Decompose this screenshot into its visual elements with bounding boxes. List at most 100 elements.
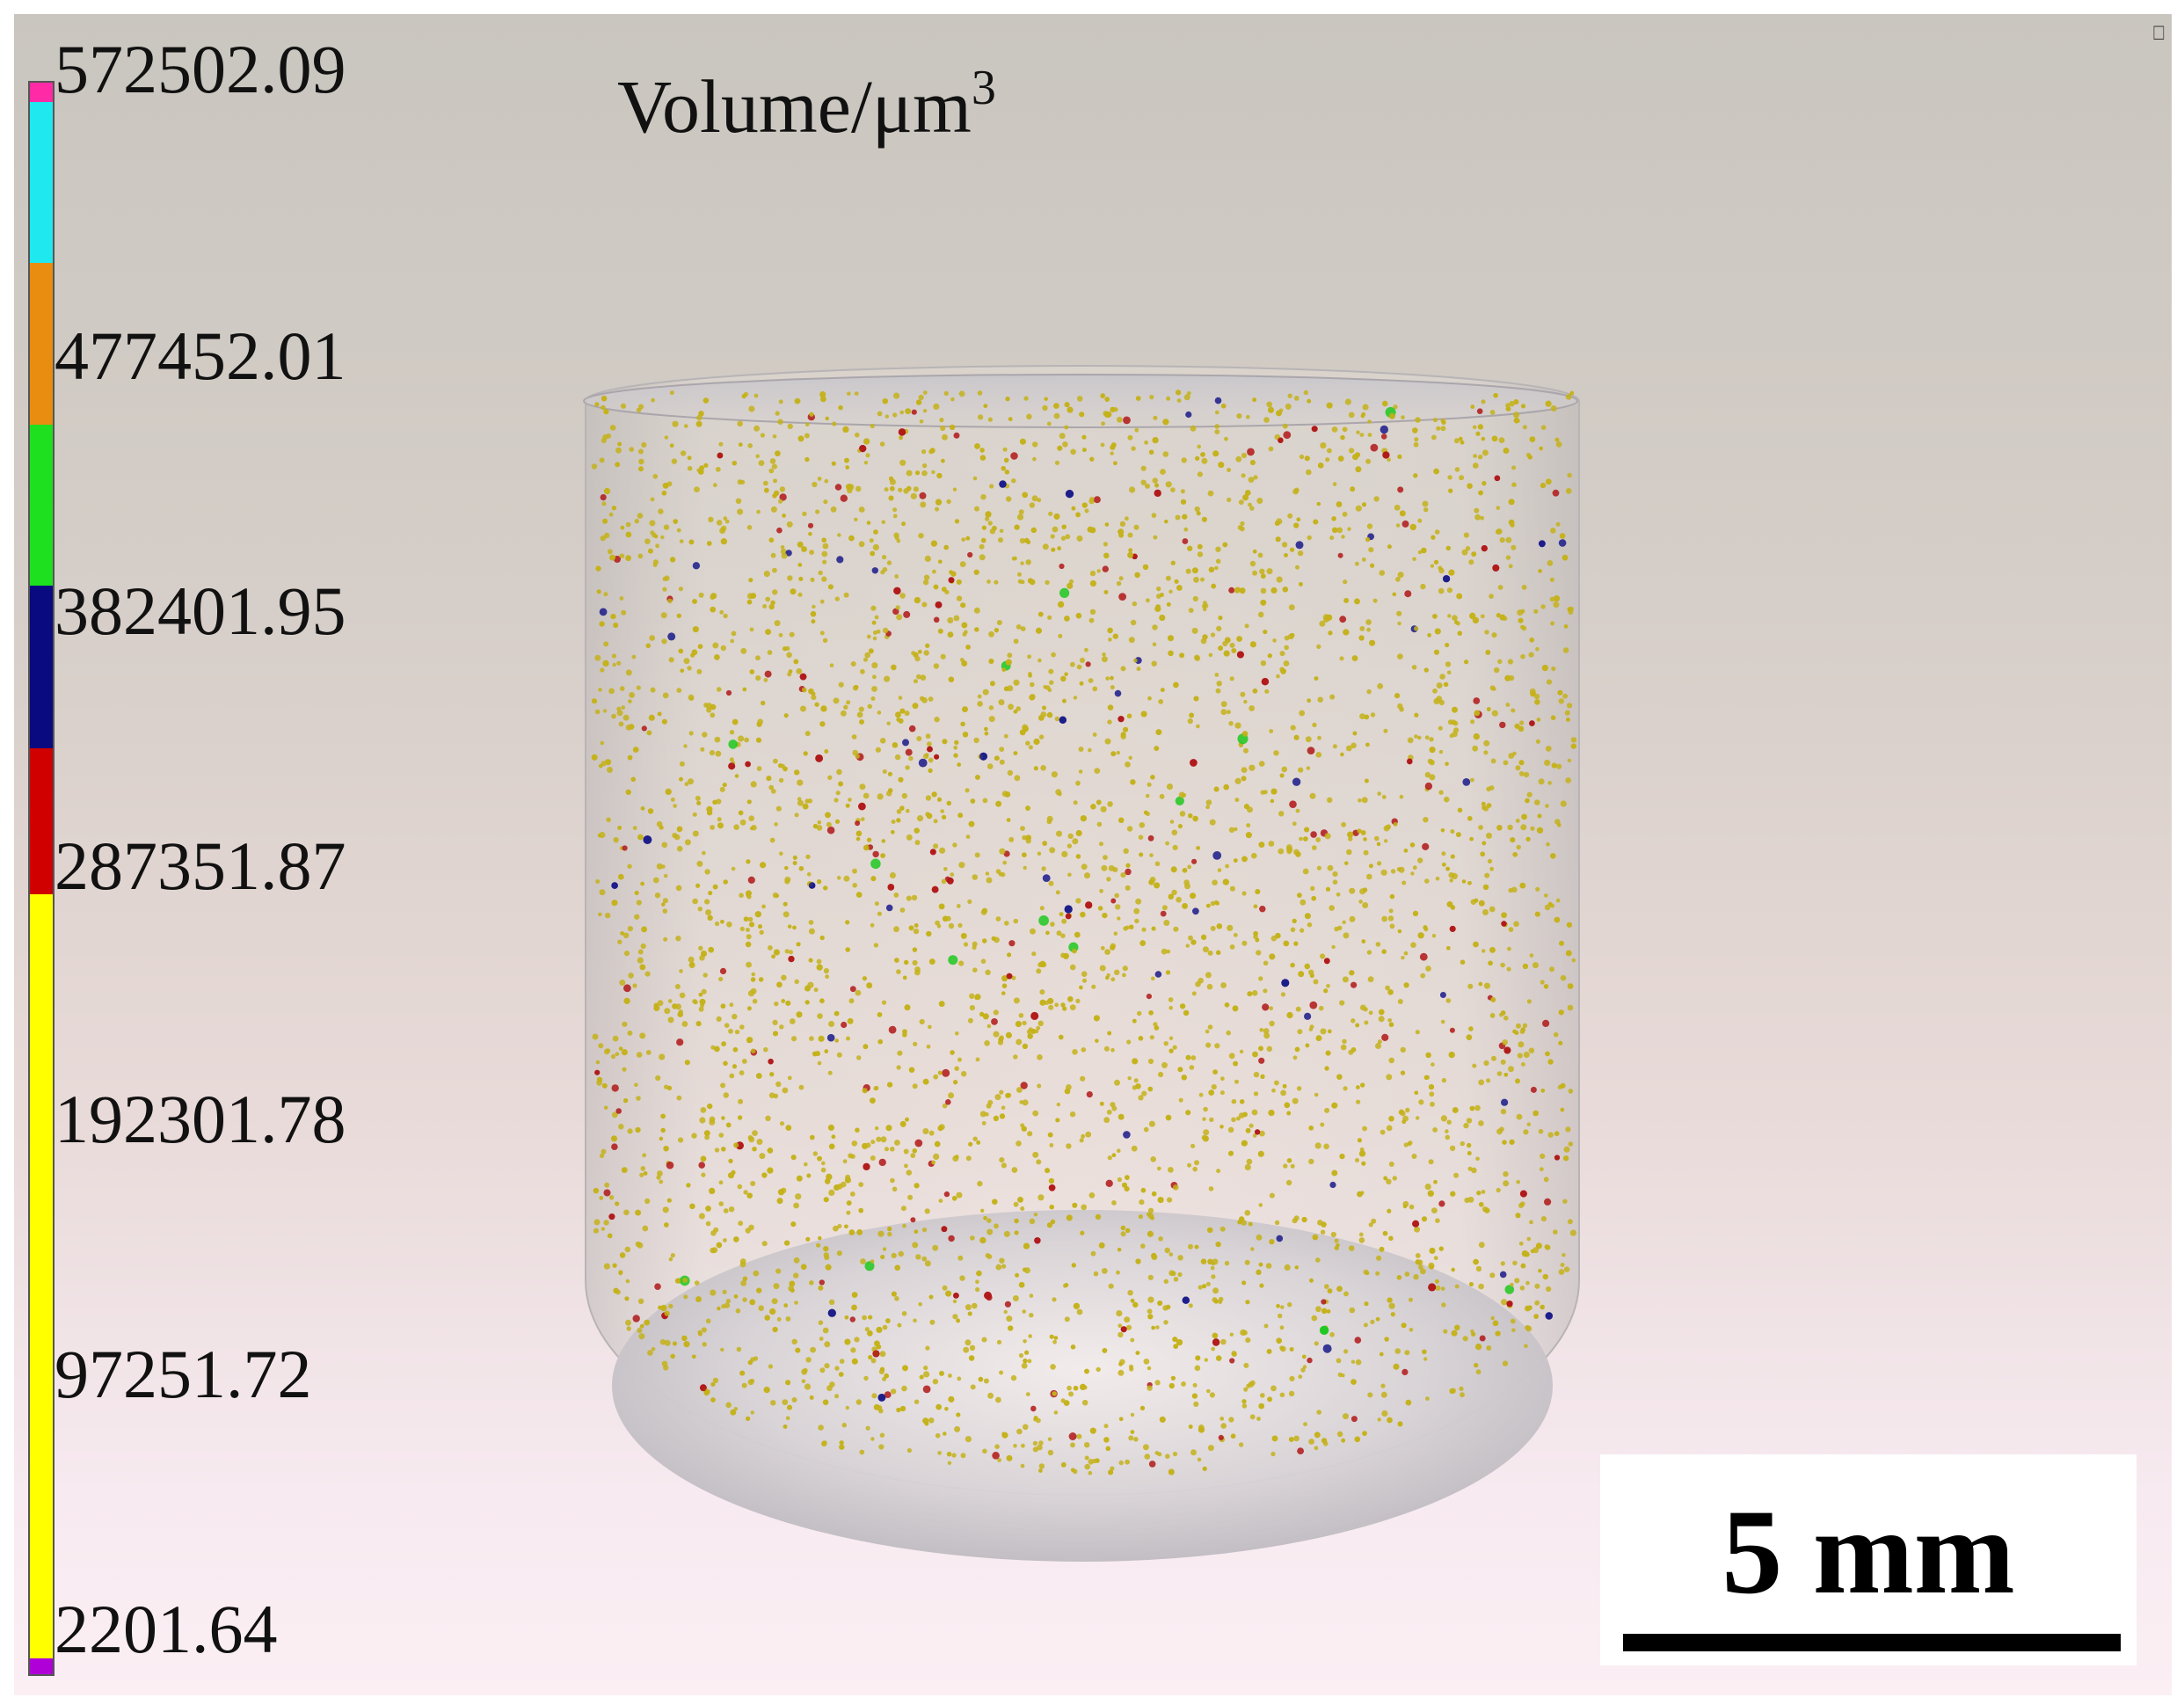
pore-particle <box>1081 1047 1087 1053</box>
pore-particle <box>740 647 747 654</box>
pore-particle <box>1366 523 1373 529</box>
pore-particle <box>865 453 870 458</box>
pore-particle <box>738 1098 744 1104</box>
pore-particle <box>1082 448 1087 452</box>
pore-particle <box>1434 628 1441 635</box>
pore-particle <box>1514 723 1520 729</box>
pore-particle <box>817 477 822 481</box>
pore-particle <box>1289 1347 1294 1352</box>
pore-particle <box>1224 1002 1230 1008</box>
pore-particle <box>965 1155 972 1162</box>
pore-particle <box>887 771 892 776</box>
pore-particle <box>1542 1019 1550 1027</box>
pore-particle <box>1012 1295 1019 1301</box>
pore-particle <box>988 705 994 710</box>
pore-particle <box>684 424 688 428</box>
pore-particle <box>1037 658 1042 663</box>
pore-particle <box>817 1060 822 1066</box>
pore-particle <box>1504 674 1511 681</box>
pore-particle <box>728 740 738 749</box>
pore-particle <box>637 513 644 519</box>
pore-particle <box>979 543 985 550</box>
pore-particle <box>890 1388 897 1395</box>
pore-particle <box>1194 1244 1199 1250</box>
pore-particle <box>1422 1349 1427 1355</box>
pore-particle <box>1120 666 1126 672</box>
pore-particle <box>1132 601 1138 607</box>
pore-particle <box>1258 976 1263 981</box>
pore-particle <box>746 525 753 530</box>
pore-particle <box>1470 719 1475 725</box>
pore-particle <box>1130 1430 1135 1434</box>
pore-particle <box>618 1271 622 1276</box>
pore-particle <box>1336 1286 1343 1292</box>
pore-particle <box>1518 1241 1524 1246</box>
pore-particle <box>1347 831 1354 838</box>
pore-particle <box>1265 1263 1272 1269</box>
pore-particle <box>733 1407 739 1411</box>
render-viewport[interactable]: 572502.09 477452.01 382401.95 287351.87 … <box>14 14 2172 1695</box>
pore-particle <box>880 1255 885 1259</box>
pore-particle <box>932 1244 939 1251</box>
pore-particle <box>1407 1141 1412 1147</box>
pore-particle <box>1001 1264 1007 1269</box>
pore-particle <box>1562 554 1569 561</box>
pore-particle <box>1212 879 1218 885</box>
pore-particle <box>1270 1451 1276 1457</box>
pore-particle <box>1292 777 1301 786</box>
pore-particle <box>1166 949 1171 954</box>
pore-particle <box>1038 1463 1045 1469</box>
pore-particle <box>1415 1253 1421 1258</box>
pore-particle <box>1342 511 1348 517</box>
pore-particle <box>1227 924 1234 931</box>
pore-particle <box>1001 1162 1007 1169</box>
pore-particle <box>1214 424 1219 429</box>
pore-particle <box>755 454 760 459</box>
pore-particle <box>1067 872 1072 878</box>
pore-particle <box>1228 587 1235 594</box>
pore-particle <box>1359 626 1365 631</box>
pore-particle <box>672 420 679 427</box>
pore-particle <box>1512 412 1520 419</box>
pore-particle <box>1481 481 1487 486</box>
pore-particle <box>1066 1143 1072 1149</box>
pore-particle <box>984 731 989 736</box>
pore-particle <box>1503 760 1509 766</box>
pore-particle <box>924 1260 931 1267</box>
pore-particle <box>753 1356 759 1361</box>
pore-particle <box>985 871 990 876</box>
pore-particle <box>969 1344 976 1352</box>
pore-particle <box>856 711 863 718</box>
pore-particle <box>1220 709 1227 716</box>
pore-particle <box>670 1353 675 1359</box>
pore-particle <box>724 1302 731 1308</box>
pore-particle <box>1241 731 1249 737</box>
cylinder-render <box>583 365 1580 1562</box>
pore-particle <box>911 894 918 901</box>
pore-particle <box>822 1399 829 1405</box>
pore-particle <box>1168 1005 1173 1010</box>
pore-particle <box>1259 568 1265 574</box>
pore-particle <box>823 968 830 974</box>
pore-particle <box>828 1299 835 1306</box>
pore-particle <box>676 528 681 533</box>
pore-particle <box>637 448 644 455</box>
pore-particle <box>683 744 688 748</box>
pore-particle <box>1490 758 1496 764</box>
pore-particle <box>1464 1197 1470 1204</box>
pore-particle <box>817 820 822 825</box>
pore-particle <box>1312 1234 1319 1241</box>
pore-particle <box>1405 1399 1412 1406</box>
pore-particle <box>732 1013 738 1020</box>
pore-particle <box>1160 688 1165 692</box>
pore-particle <box>782 514 786 518</box>
pore-particle <box>988 630 994 638</box>
pore-particle <box>1032 1110 1039 1117</box>
pore-particle <box>1349 448 1355 454</box>
pore-particle <box>850 661 856 667</box>
pore-particle <box>1123 848 1129 854</box>
pore-particle <box>1001 1105 1006 1110</box>
pore-particle <box>1112 867 1118 872</box>
pore-particle <box>993 1009 999 1016</box>
pore-particle <box>1540 1153 1546 1159</box>
